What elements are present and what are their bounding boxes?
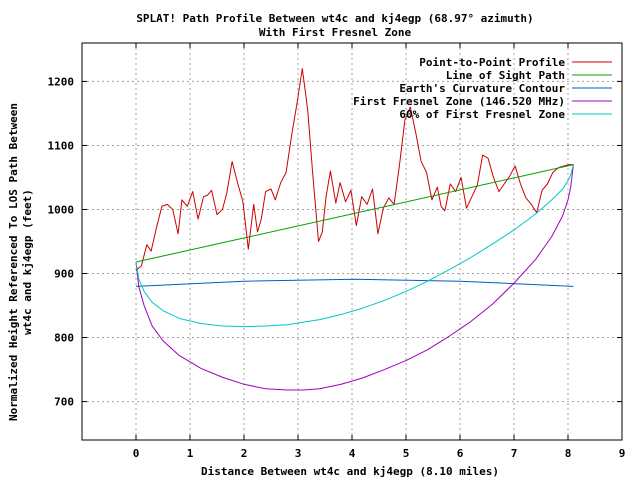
x-tick-label: 2 — [241, 447, 248, 460]
legend-label: 60% of First Fresnel Zone — [399, 108, 565, 121]
y-tick-label: 1200 — [48, 75, 75, 88]
legend-label: First Fresnel Zone (146.520 MHz) — [353, 95, 565, 108]
y-tick-label: 1100 — [48, 139, 75, 152]
x-tick-label: 3 — [295, 447, 302, 460]
y-axis-label-line1: Normalized Height Referenced To LOS Path… — [7, 103, 20, 421]
series-fresnel-60-line — [135, 164, 574, 328]
y-tick-label: 800 — [54, 332, 74, 345]
y-tick-label: 700 — [54, 396, 74, 409]
series-earth-curvature-line — [135, 278, 574, 287]
x-tick-label: 6 — [457, 447, 464, 460]
x-tick-label: 7 — [511, 447, 518, 460]
series-lines — [135, 68, 574, 391]
y-axis-label-line2: wt4c and kj4egp (feet) — [21, 189, 34, 335]
legend-label: Line of Sight Path — [446, 69, 565, 82]
x-tick-label: 1 — [187, 447, 194, 460]
x-tick-label: 4 — [349, 447, 356, 460]
chart-subtitle: With First Fresnel Zone — [259, 26, 412, 39]
series-fresnel-zone-line — [135, 164, 574, 391]
legend-label: Earth's Curvature Contour — [399, 82, 565, 95]
axis-ticks: 0 1 2 3 4 5 6 7 8 9 700 800 900 1000 1100 1200 — [48, 43, 626, 460]
x-tick-label: 0 — [133, 447, 140, 460]
chart-title: SPLAT! Path Profile Between wt4c and kj4… — [136, 12, 533, 25]
y-tick-label: 1000 — [48, 203, 75, 216]
series-profile-line — [135, 68, 574, 271]
y-tick-label: 900 — [54, 268, 74, 281]
x-tick-label: 8 — [565, 447, 572, 460]
series-line-of-sight-line — [135, 164, 574, 263]
legend-label: Point-to-Point Profile — [419, 56, 565, 69]
x-axis-label: Distance Between wt4c and kj4egp (8.10 m… — [201, 465, 499, 478]
x-tick-label: 9 — [619, 447, 626, 460]
x-tick-label: 5 — [403, 447, 410, 460]
